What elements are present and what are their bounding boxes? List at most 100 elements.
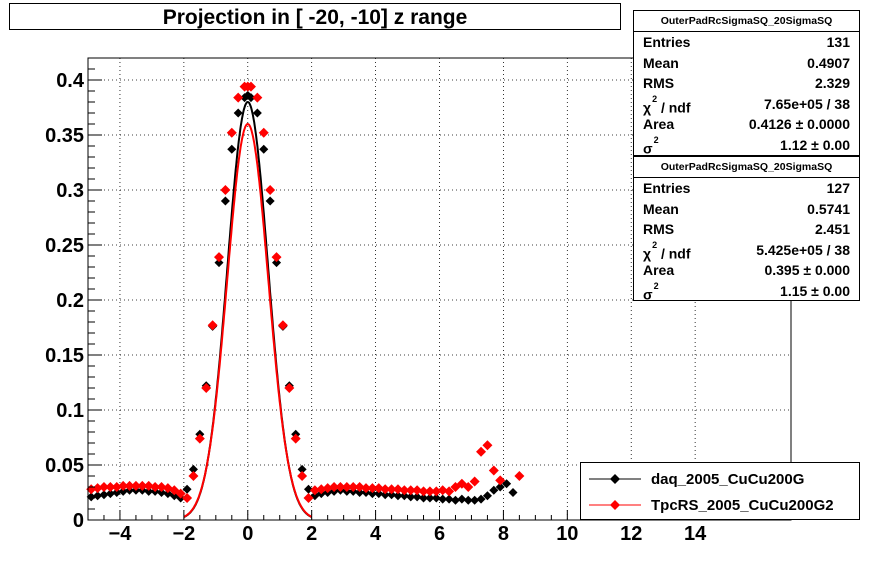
data-point — [182, 484, 192, 494]
fit-curve — [183, 122, 313, 518]
data-point — [495, 482, 505, 492]
x-tick-label: 2 — [306, 523, 317, 545]
y-tick-label: 0 — [73, 510, 84, 532]
data-point — [194, 433, 205, 444]
data-point — [137, 480, 148, 491]
y-tick-label: 0.1 — [56, 400, 84, 422]
data-point — [469, 476, 480, 487]
data-point — [335, 482, 346, 492]
data-point — [412, 485, 423, 496]
data-point — [355, 488, 365, 497]
legend: daq_2005_CuCu200G TpcRS_2005_CuCu200G2 — [580, 462, 860, 520]
stats-row-area: Area 0.4126 ± 0.0000 — [643, 116, 850, 133]
x-tick-label: 6 — [434, 523, 445, 545]
x-tick-label: 14 — [684, 523, 707, 545]
data-point — [457, 494, 467, 504]
data-point — [297, 471, 308, 481]
data-point — [118, 480, 129, 491]
stats-row-mean: Mean 0.5741 — [643, 200, 850, 217]
stats-box-tpcrs: OuterPadRcSigmaSQ_20SigmaSQ Entries 127 M… — [633, 156, 860, 303]
y-axis: 0 0.05 0.1 0.15 0.2 0.25 0.3 0.35 0.4 — [45, 68, 102, 532]
data-point — [214, 258, 224, 268]
fit-curves — [183, 100, 313, 519]
stats-row-chi2: χ2 / ndf 7.65e+05 / 38 — [643, 93, 850, 116]
x-tick-label: −4 — [109, 523, 133, 545]
data-point — [489, 485, 499, 495]
data-point — [220, 196, 230, 206]
x-tick-label: 10 — [556, 523, 578, 545]
data-point — [112, 488, 122, 497]
x-tick-label: 8 — [498, 523, 509, 545]
data-point — [258, 127, 269, 138]
stats-row-entries: Entries 131 — [643, 34, 850, 50]
stats-row-mean: Mean 0.4907 — [643, 54, 850, 71]
data-point — [111, 482, 122, 492]
data-point — [438, 494, 448, 504]
y-tick-label: 0.2 — [56, 290, 84, 312]
data-point — [431, 486, 442, 497]
series — [86, 81, 525, 503]
x-tick-label: 4 — [370, 523, 382, 545]
data-point — [316, 484, 327, 495]
series — [86, 90, 518, 505]
x-tick-label: 12 — [620, 523, 642, 545]
legend-label: TpcRS_2005_CuCu200G2 — [651, 496, 834, 514]
data-point — [367, 483, 378, 494]
data-point — [93, 491, 103, 501]
stats-row-chi2: χ2 / ndf 5.425e+05 / 38 — [643, 239, 850, 262]
data-point — [144, 486, 154, 496]
stats-row-area: Area 0.395 ± 0.000 — [643, 262, 850, 279]
data-point — [348, 482, 359, 492]
data-point — [220, 185, 231, 195]
data-point — [399, 485, 410, 496]
stats-row-rms: RMS 2.329 — [643, 75, 850, 92]
data-point — [233, 92, 244, 103]
data-point — [463, 482, 474, 492]
data-point — [387, 490, 397, 500]
data-point — [488, 465, 499, 476]
legend-label: daq_2005_CuCu200G — [651, 470, 805, 488]
data-point — [405, 485, 416, 496]
data-point — [418, 486, 429, 497]
legend-item-tpcrs: TpcRS_2005_CuCu200G2 — [581, 492, 859, 518]
data-point — [514, 471, 525, 481]
stats-row-rms: RMS 2.451 — [643, 221, 850, 238]
data-point — [297, 464, 307, 474]
data-point — [476, 494, 486, 504]
chart-title: Projection in [ -20, -10] z range — [9, 3, 621, 30]
data-point — [482, 491, 492, 501]
stats-row-entries: Entries 127 — [643, 180, 850, 196]
y-tick-label: 0.25 — [45, 235, 84, 257]
data-point — [259, 144, 269, 154]
data-point — [380, 484, 391, 495]
x-tick-label: −2 — [172, 523, 195, 545]
data-point — [367, 489, 377, 499]
data-point — [188, 471, 199, 481]
data-point — [380, 490, 390, 500]
data-point — [329, 482, 340, 492]
y-tick-label: 0.4 — [56, 70, 85, 92]
data-point — [495, 475, 506, 486]
data-point — [431, 493, 441, 503]
data-point — [482, 440, 493, 451]
data-point — [502, 479, 512, 489]
data-point — [207, 320, 218, 331]
y-tick-label: 0.05 — [45, 455, 84, 477]
data-point — [309, 485, 320, 496]
y-tick-label: 0.15 — [45, 345, 84, 367]
data-point — [105, 482, 116, 492]
data-point — [284, 383, 295, 393]
data-point — [450, 495, 460, 505]
data-point — [277, 320, 288, 331]
stats-title: OuterPadRcSigmaSQ_20SigmaSQ — [634, 11, 859, 32]
data-point — [437, 485, 448, 496]
data-point — [386, 484, 397, 495]
data-point — [322, 483, 333, 494]
data-point — [476, 446, 487, 457]
data-point — [303, 493, 314, 503]
y-tick-label: 0.35 — [45, 125, 84, 147]
data-point — [226, 127, 237, 138]
data-point — [354, 482, 365, 492]
data-point — [341, 482, 352, 492]
data-point — [303, 484, 313, 494]
